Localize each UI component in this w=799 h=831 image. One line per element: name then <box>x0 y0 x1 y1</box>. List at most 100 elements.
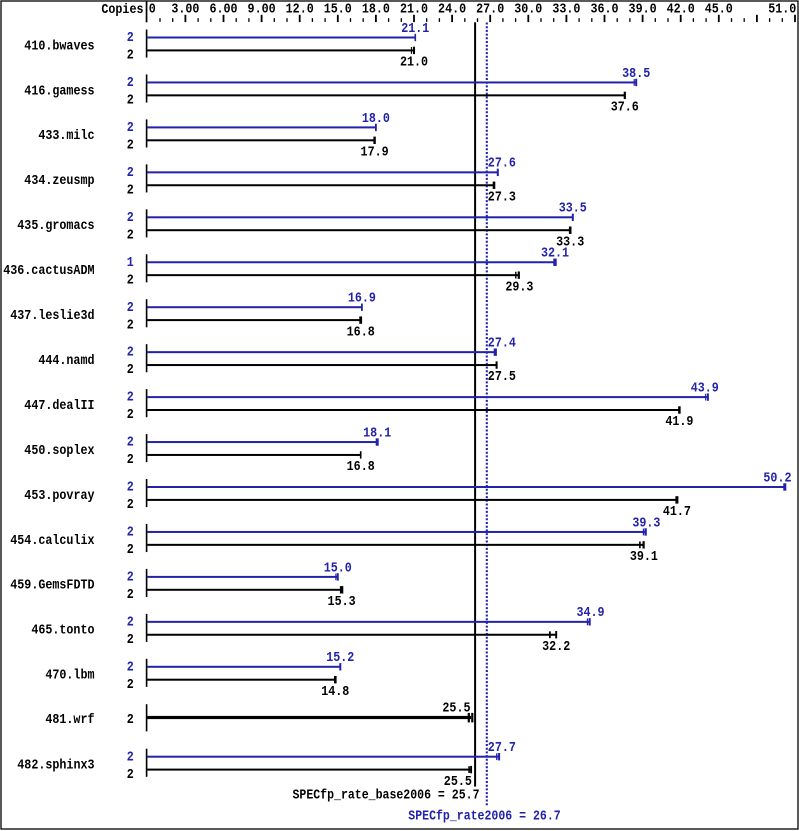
svg-text:37.6: 37.6 <box>611 99 639 115</box>
svg-text:15.3: 15.3 <box>328 593 356 609</box>
svg-text:2: 2 <box>127 711 134 727</box>
svg-text:21.0: 21.0 <box>400 0 428 16</box>
svg-text:41.9: 41.9 <box>665 413 693 429</box>
svg-text:39.0: 39.0 <box>629 0 657 16</box>
svg-text:437.leslie3d: 437.leslie3d <box>10 307 94 323</box>
svg-text:470.lbm: 470.lbm <box>45 667 94 683</box>
svg-text:2: 2 <box>127 541 134 557</box>
svg-text:436.cactusADM: 436.cactusADM <box>3 262 94 278</box>
svg-text:481.wrf: 481.wrf <box>45 711 94 727</box>
svg-text:14.8: 14.8 <box>321 683 349 699</box>
svg-text:0: 0 <box>149 0 156 16</box>
svg-text:17.9: 17.9 <box>361 143 389 159</box>
svg-text:41.7: 41.7 <box>663 503 691 519</box>
svg-text:18.0: 18.0 <box>362 110 390 126</box>
svg-text:21.1: 21.1 <box>401 20 429 36</box>
svg-text:459.GemsFDTD: 459.GemsFDTD <box>10 577 94 593</box>
svg-text:39.1: 39.1 <box>630 548 658 564</box>
svg-text:45.0: 45.0 <box>705 0 733 16</box>
svg-text:36.0: 36.0 <box>590 0 618 16</box>
svg-text:25.5: 25.5 <box>444 773 472 789</box>
svg-text:2: 2 <box>127 29 134 45</box>
svg-text:15.0: 15.0 <box>324 559 352 575</box>
svg-text:SPECfp_rate2006 = 26.7: SPECfp_rate2006 = 26.7 <box>408 807 560 823</box>
svg-text:2: 2 <box>127 658 134 674</box>
svg-text:SPECfp_rate_base2006 = 25.7: SPECfp_rate_base2006 = 25.7 <box>292 786 479 802</box>
svg-text:2: 2 <box>127 271 134 287</box>
svg-text:27.5: 27.5 <box>488 368 516 384</box>
svg-text:447.dealII: 447.dealII <box>24 397 94 413</box>
svg-text:33.0: 33.0 <box>552 0 580 16</box>
svg-text:454.calculix: 454.calculix <box>10 532 94 548</box>
svg-text:2: 2 <box>127 631 134 647</box>
svg-text:39.3: 39.3 <box>632 514 660 530</box>
svg-text:2: 2 <box>127 451 134 467</box>
svg-text:482.sphinx3: 482.sphinx3 <box>17 757 94 773</box>
svg-text:2: 2 <box>127 299 134 315</box>
svg-text:25.5: 25.5 <box>442 699 470 715</box>
svg-text:27.3: 27.3 <box>488 188 516 204</box>
svg-text:2: 2 <box>127 766 134 782</box>
svg-text:Copies: Copies <box>101 1 143 17</box>
svg-text:16.8: 16.8 <box>347 458 375 474</box>
svg-text:27.7: 27.7 <box>488 739 516 755</box>
svg-text:2: 2 <box>127 676 134 692</box>
svg-text:21.0: 21.0 <box>400 54 428 70</box>
svg-text:2: 2 <box>127 586 134 602</box>
svg-text:38.5: 38.5 <box>622 65 650 81</box>
svg-text:2: 2 <box>127 524 134 540</box>
svg-text:453.povray: 453.povray <box>24 487 94 503</box>
svg-text:2: 2 <box>127 613 134 629</box>
svg-text:2: 2 <box>127 344 134 360</box>
svg-text:2: 2 <box>127 406 134 422</box>
svg-text:33.3: 33.3 <box>556 233 584 249</box>
svg-text:16.9: 16.9 <box>348 290 376 306</box>
svg-text:15.2: 15.2 <box>326 649 354 665</box>
svg-text:2: 2 <box>127 568 134 584</box>
svg-text:33.5: 33.5 <box>559 200 587 216</box>
svg-text:18.0: 18.0 <box>362 0 390 16</box>
svg-text:2: 2 <box>127 496 134 512</box>
svg-text:434.zeusmp: 434.zeusmp <box>24 172 94 188</box>
svg-text:450.soplex: 450.soplex <box>24 442 94 458</box>
svg-text:12.0: 12.0 <box>286 0 314 16</box>
svg-text:42.0: 42.0 <box>667 0 695 16</box>
svg-text:444.namd: 444.namd <box>38 352 94 368</box>
svg-text:27.6: 27.6 <box>488 155 516 171</box>
svg-text:2: 2 <box>127 434 134 450</box>
svg-text:24.0: 24.0 <box>438 0 466 16</box>
svg-text:2: 2 <box>127 92 134 108</box>
svg-text:2: 2 <box>127 316 134 332</box>
svg-text:416.gamess: 416.gamess <box>24 82 94 98</box>
svg-text:9.00: 9.00 <box>248 0 276 16</box>
svg-text:27.4: 27.4 <box>488 335 516 351</box>
svg-text:32.2: 32.2 <box>542 638 570 654</box>
svg-text:15.0: 15.0 <box>324 0 352 16</box>
svg-text:50.2: 50.2 <box>763 469 791 485</box>
svg-text:2: 2 <box>127 164 134 180</box>
svg-text:2: 2 <box>127 181 134 197</box>
svg-text:2: 2 <box>127 361 134 377</box>
svg-text:2: 2 <box>127 47 134 63</box>
svg-text:16.8: 16.8 <box>347 323 375 339</box>
svg-text:6.00: 6.00 <box>209 0 237 16</box>
svg-text:2: 2 <box>127 389 134 405</box>
svg-text:18.1: 18.1 <box>363 424 391 440</box>
svg-text:43.9: 43.9 <box>691 379 719 395</box>
svg-text:465.tonto: 465.tonto <box>31 622 94 638</box>
svg-text:433.milc: 433.milc <box>38 127 94 143</box>
svg-text:51.0: 51.0 <box>768 0 796 16</box>
svg-text:2: 2 <box>127 119 134 135</box>
svg-text:3.00: 3.00 <box>171 0 199 16</box>
svg-text:2: 2 <box>127 748 134 764</box>
svg-text:435.gromacs: 435.gromacs <box>17 217 94 233</box>
svg-text:34.9: 34.9 <box>576 604 604 620</box>
svg-text:2: 2 <box>127 136 134 152</box>
svg-text:29.3: 29.3 <box>505 278 533 294</box>
svg-text:2: 2 <box>127 479 134 495</box>
svg-text:32.1: 32.1 <box>541 245 569 261</box>
svg-text:2: 2 <box>127 74 134 90</box>
svg-text:2: 2 <box>127 226 134 242</box>
svg-text:1: 1 <box>127 254 134 270</box>
svg-text:30.0: 30.0 <box>514 0 542 16</box>
